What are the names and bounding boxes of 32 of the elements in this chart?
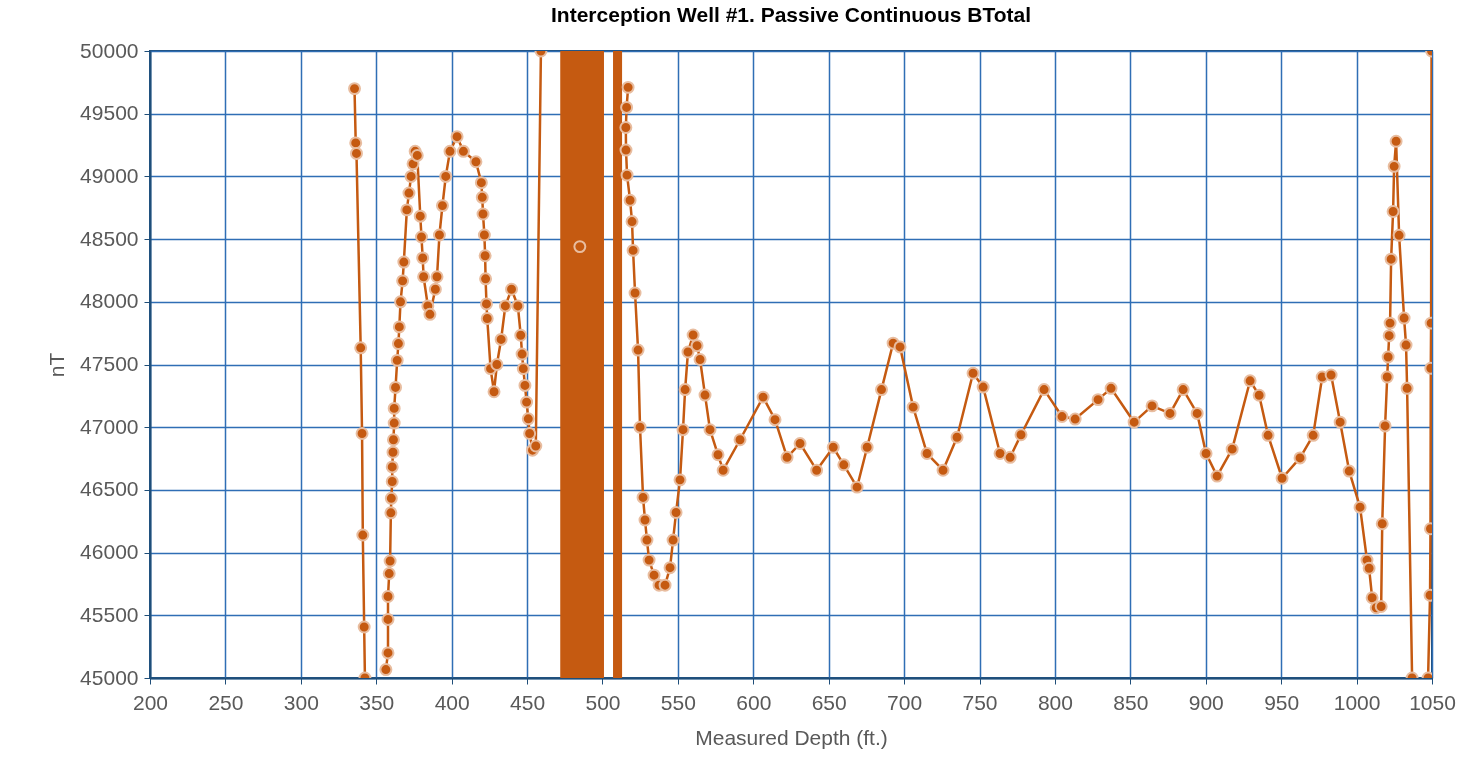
x-tick-label: 600 bbox=[736, 690, 772, 714]
x-tick-label: 500 bbox=[585, 690, 621, 714]
x-tick-label: 350 bbox=[359, 690, 395, 714]
x-tick-label: 900 bbox=[1188, 690, 1224, 714]
y-tick-label: 47000 bbox=[80, 414, 139, 438]
x-tick-label: 700 bbox=[887, 690, 923, 714]
x-tick-label: 550 bbox=[660, 690, 696, 714]
y-tick-label: 48000 bbox=[80, 289, 139, 313]
y-tick-label: 48500 bbox=[80, 226, 139, 250]
y-tick-label: 46500 bbox=[80, 477, 139, 501]
x-tick-label: 800 bbox=[1037, 690, 1073, 714]
x-tick-label: 650 bbox=[811, 690, 847, 714]
chart-title: Interception Well #1. Passive Continuous BTotal bbox=[551, 3, 1031, 26]
y-tick-label: 49500 bbox=[80, 101, 139, 125]
x-tick-label: 1050 bbox=[1409, 690, 1456, 714]
x-axis-title: Measured Depth (ft.) bbox=[695, 725, 888, 749]
x-tick-label: 400 bbox=[434, 690, 470, 714]
x-tick-label: 200 bbox=[132, 690, 169, 714]
x-tick-label: 850 bbox=[1113, 690, 1149, 714]
y-tick-label: 47500 bbox=[80, 352, 139, 375]
y-tick-label: 45000 bbox=[80, 665, 139, 689]
y-tick-label: 46000 bbox=[80, 540, 139, 564]
x-tick-label: 950 bbox=[1264, 690, 1300, 714]
y-tick-label: 50000 bbox=[80, 38, 139, 62]
x-tick-label: 750 bbox=[962, 690, 998, 714]
x-tick-label: 250 bbox=[208, 690, 244, 714]
y-tick-label: 49000 bbox=[80, 163, 139, 187]
x-tick-label: 300 bbox=[283, 690, 319, 714]
y-axis-title: nT bbox=[45, 352, 69, 378]
y-tick-label: 45500 bbox=[80, 602, 139, 626]
x-tick-label: 1000 bbox=[1333, 690, 1381, 714]
x-tick-label: 450 bbox=[510, 690, 546, 714]
